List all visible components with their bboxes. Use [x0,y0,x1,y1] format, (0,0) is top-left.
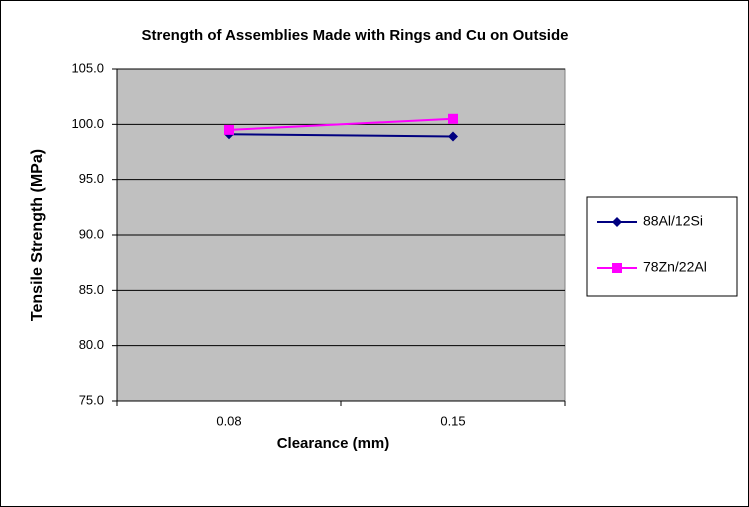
legend-box [586,196,738,297]
series-line [228,133,454,138]
y-tick-label: 85.0 [79,282,104,297]
legend-marker [612,217,622,227]
y-tick-label: 80.0 [79,337,104,352]
y-tick-label: 95.0 [79,171,104,186]
legend-label: 78Zn/22Al [643,259,707,275]
y-tick-label: 90.0 [79,226,104,241]
chart-title: Strength of Assemblies Made with Rings a… [142,27,569,44]
legend-label: 88Al/12Si [643,213,703,229]
data-point [448,131,458,142]
x-tick-label: 0.08 [216,413,241,428]
y-tick-label: 100.0 [71,116,104,131]
data-point [448,113,458,124]
x-tick-label: 0.15 [440,413,465,428]
legend-marker [612,263,622,273]
data-point [224,124,234,135]
y-tick-label: 105.0 [71,60,104,75]
y-tick-label: 75.0 [79,392,104,407]
y-axis-label: Tensile Strength (MPa) [29,149,46,321]
series-line [228,117,454,131]
x-axis-label: Clearance (mm) [277,435,390,452]
